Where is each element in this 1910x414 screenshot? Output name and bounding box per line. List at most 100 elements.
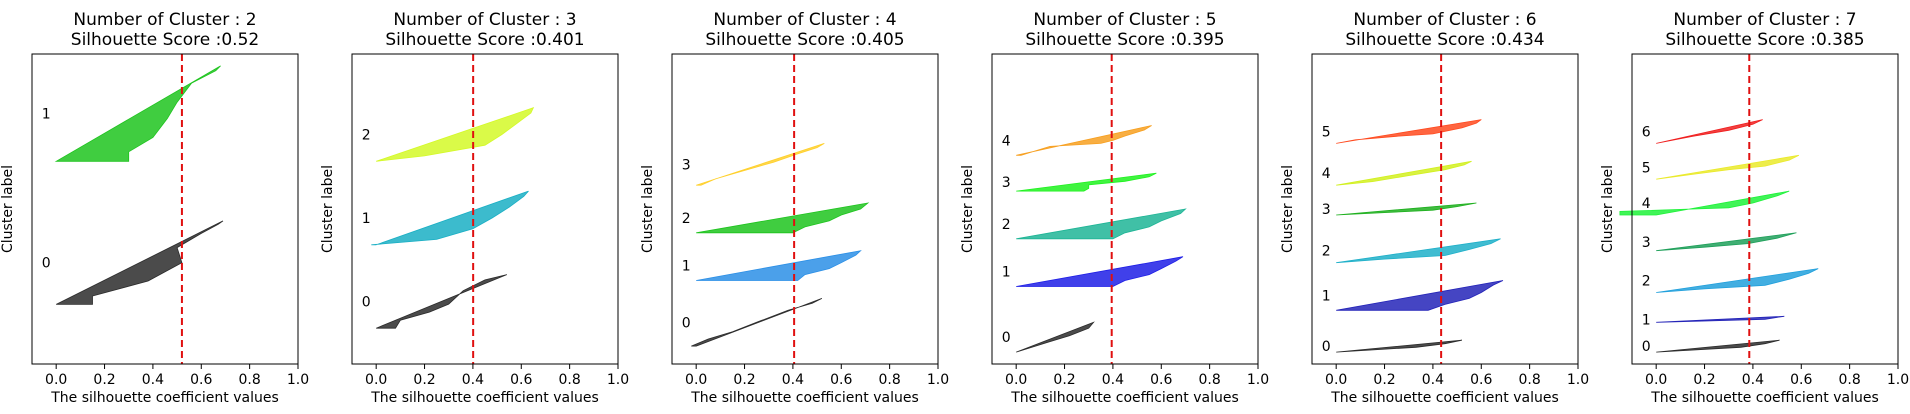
cluster-label-0: 0 (1002, 330, 1011, 346)
x-tick-label: 0.2 (733, 372, 755, 388)
chart-subtitle: Silhouette Score :0.434 (1345, 30, 1544, 50)
cluster-label-1: 1 (42, 107, 51, 123)
x-tick-label: 0.6 (1470, 372, 1492, 388)
silhouette-cluster-0 (376, 274, 507, 329)
cluster-label-2: 2 (362, 127, 371, 143)
silhouette-cluster-4 (1619, 190, 1790, 216)
x-tick-label: 0.4 (782, 372, 804, 388)
x-tick-label: 0.4 (462, 372, 484, 388)
x-tick-label: 0.0 (1645, 372, 1667, 388)
chart-title: Number of Cluster : 2 (73, 10, 256, 30)
y-axis-label: Cluster label (1280, 165, 1296, 253)
cluster-label-4: 4 (1322, 166, 1331, 182)
silhouette-cluster-0 (1336, 339, 1462, 353)
x-tick-label: 0.0 (685, 372, 707, 388)
x-axis-label: The silhouette coefficient values (1330, 390, 1559, 406)
x-axis-label: The silhouette coefficient values (370, 390, 599, 406)
y-axis-label: Cluster label (320, 165, 336, 253)
x-tick-label: 0.2 (1373, 372, 1395, 388)
silhouette-cluster-2 (1656, 268, 1819, 293)
cluster-label-0: 0 (42, 256, 51, 272)
x-axis-label: The silhouette coefficient values (50, 390, 279, 406)
cluster-label-1: 1 (1642, 312, 1651, 328)
x-tick-label: 0.4 (1102, 372, 1124, 388)
cluster-label-1: 1 (682, 259, 691, 275)
chart-title: Number of Cluster : 7 (1673, 10, 1856, 30)
x-tick-label: 0.0 (1005, 372, 1027, 388)
chart-title: Number of Cluster : 4 (713, 10, 896, 30)
cluster-label-2: 2 (1642, 274, 1651, 290)
x-axis-label: The silhouette coefficient values (1650, 390, 1879, 406)
silhouette-cluster-1 (1656, 315, 1785, 323)
axes-frame (991, 53, 1259, 365)
silhouette-cluster-3 (1016, 172, 1157, 192)
cluster-label-1: 1 (362, 211, 371, 227)
x-tick-label: 0.8 (879, 372, 901, 388)
x-tick-label: 0.6 (830, 372, 852, 388)
silhouette-cluster-3 (696, 143, 825, 186)
chart-title: Number of Cluster : 5 (1033, 10, 1216, 30)
axes-frame (31, 53, 299, 365)
x-tick-label: 0.2 (413, 372, 435, 388)
x-tick-label: 0.2 (1053, 372, 1075, 388)
silhouette-cluster-0 (691, 298, 823, 347)
x-tick-label: 0.0 (1325, 372, 1347, 388)
silhouette-cluster-1 (696, 250, 862, 281)
silhouette-cluster-3 (1656, 232, 1797, 252)
x-tick-label: 0.6 (510, 372, 532, 388)
y-axis-label: Cluster label (1600, 165, 1616, 253)
silhouette-cluster-4 (1336, 160, 1472, 186)
x-tick-label: 1.0 (1567, 372, 1589, 388)
cluster-label-4: 4 (1002, 133, 1011, 149)
silhouette-cluster-1 (1336, 280, 1504, 311)
cluster-label-5: 5 (1642, 160, 1651, 176)
x-tick-label: 1.0 (287, 372, 309, 388)
x-tick-label: 0.8 (1519, 372, 1541, 388)
y-axis-label: Cluster label (960, 165, 976, 253)
x-tick-label: 0.8 (559, 372, 581, 388)
axes-frame (351, 53, 619, 365)
cluster-label-1: 1 (1322, 288, 1331, 304)
cluster-label-0: 0 (1322, 339, 1331, 355)
axes-frame (1311, 53, 1579, 365)
silhouette-cluster-0 (56, 220, 224, 305)
silhouette-cluster-3 (1336, 202, 1477, 216)
cluster-label-3: 3 (682, 157, 691, 173)
x-tick-label: 0.4 (1742, 372, 1764, 388)
x-tick-label: 1.0 (1887, 372, 1909, 388)
chart-subtitle: Silhouette Score :0.385 (1665, 30, 1864, 50)
x-tick-label: 0.6 (190, 372, 212, 388)
cluster-label-4: 4 (1642, 196, 1651, 212)
silhouette-cluster-6 (1656, 119, 1763, 144)
x-tick-label: 0.6 (1790, 372, 1812, 388)
cluster-label-0: 0 (1642, 339, 1651, 355)
y-axis-label: Cluster label (640, 165, 656, 253)
silhouette-cluster-2 (376, 107, 535, 162)
cluster-label-2: 2 (682, 211, 691, 227)
chart-subtitle: Silhouette Score :0.395 (1025, 30, 1224, 50)
axes-frame (671, 53, 939, 365)
x-tick-label: 0.2 (93, 372, 115, 388)
x-axis-label: The silhouette coefficient values (690, 390, 919, 406)
silhouette-cluster-0 (1656, 339, 1780, 353)
silhouette-cluster-2 (1336, 238, 1501, 264)
silhouette-cluster-4 (1016, 125, 1152, 156)
cluster-label-3: 3 (1322, 202, 1331, 218)
silhouette-cluster-2 (696, 202, 870, 234)
silhouette-cluster-1 (371, 190, 529, 246)
x-tick-label: 0.4 (1422, 372, 1444, 388)
chart-subtitle: Silhouette Score :0.405 (705, 30, 904, 50)
x-tick-label: 1.0 (1247, 372, 1269, 388)
silhouette-cluster-0 (1016, 321, 1095, 353)
x-tick-label: 0.8 (1839, 372, 1861, 388)
x-tick-label: 1.0 (607, 372, 629, 388)
silhouette-cluster-1 (1016, 256, 1184, 287)
silhouette-cluster-5 (1336, 119, 1482, 144)
chart-title: Number of Cluster : 3 (393, 10, 576, 30)
x-tick-label: 0.4 (142, 372, 164, 388)
